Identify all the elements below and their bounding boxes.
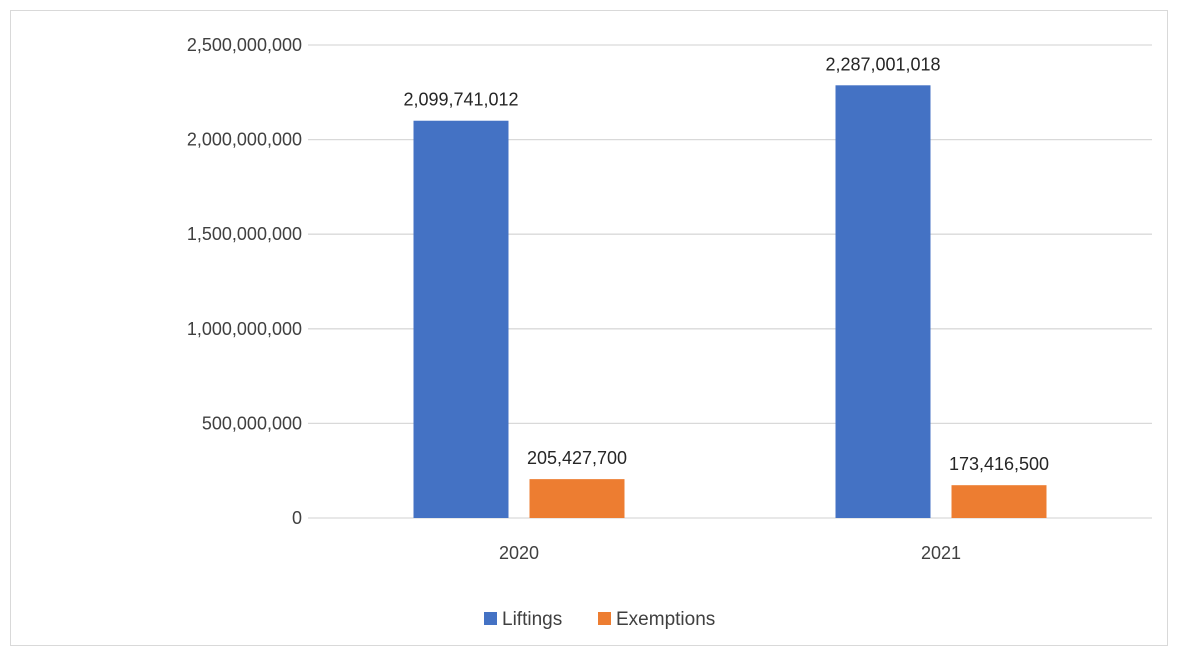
bar-exemptions-2021 [951,485,1047,518]
chart-frame: 0 500,000,000 1,000,000,000 1,500,000,000 2,… [10,10,1168,646]
y-tick-label: 0 [292,508,302,528]
bar-chart: 0 500,000,000 1,000,000,000 1,500,000,000 2,… [187,35,1152,630]
y-tick-label: 1,000,000,000 [187,319,302,339]
data-label: 2,099,741,012 [403,90,518,110]
y-tick-label: 500,000,000 [202,413,302,433]
y-tick-label: 2,500,000,000 [187,35,302,55]
y-tick-label: 2,000,000,000 [187,130,302,150]
bar-liftings-2020 [413,120,509,518]
bar-exemptions-2020 [529,479,625,518]
y-tick-label: 1,500,000,000 [187,224,302,244]
legend-label: Exemptions [616,609,715,630]
x-tick-label: 2020 [499,543,539,563]
x-tick-label: 2021 [921,543,961,563]
legend-swatch-exemptions [598,612,611,625]
legend-swatch-liftings [484,612,497,625]
data-label: 205,427,700 [527,448,627,468]
data-label: 2,287,001,018 [825,54,940,74]
data-label: 173,416,500 [949,454,1049,474]
legend-label: Liftings [502,609,562,630]
bar-liftings-2021 [835,85,931,518]
